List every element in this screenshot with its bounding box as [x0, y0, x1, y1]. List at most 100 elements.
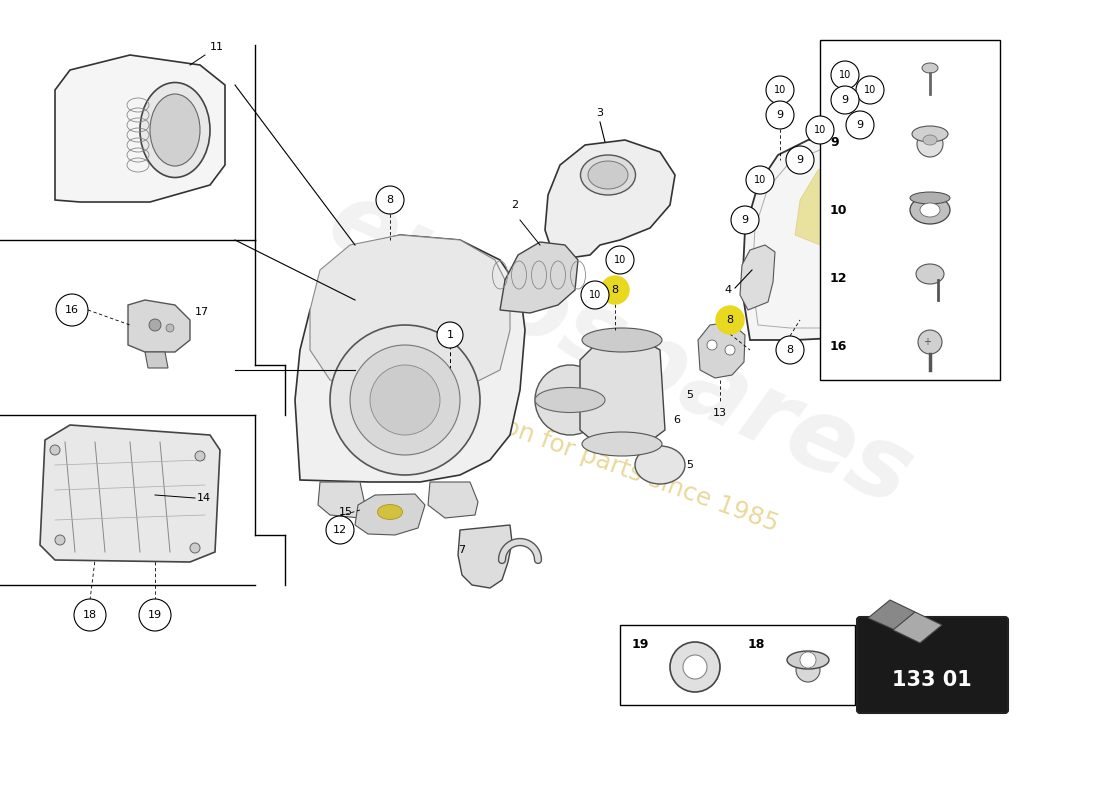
Text: 19: 19	[632, 638, 649, 651]
Polygon shape	[868, 600, 915, 630]
Circle shape	[830, 61, 859, 89]
Text: 9: 9	[777, 110, 783, 120]
Polygon shape	[310, 235, 510, 390]
Text: 5: 5	[686, 460, 693, 470]
Text: 18: 18	[748, 638, 766, 651]
Text: 4: 4	[725, 285, 732, 295]
Circle shape	[766, 101, 794, 129]
Text: 10: 10	[830, 203, 847, 217]
Circle shape	[195, 451, 205, 461]
Circle shape	[746, 166, 774, 194]
Circle shape	[330, 325, 480, 475]
Text: 8: 8	[386, 195, 394, 205]
Text: 10: 10	[814, 125, 826, 135]
Text: 19: 19	[147, 610, 162, 620]
Ellipse shape	[635, 446, 685, 484]
Circle shape	[55, 535, 65, 545]
Ellipse shape	[796, 658, 820, 682]
Text: 10: 10	[839, 70, 851, 80]
Circle shape	[148, 319, 161, 331]
Circle shape	[918, 330, 942, 354]
Text: 133 01: 133 01	[892, 670, 972, 690]
Circle shape	[350, 345, 460, 455]
Ellipse shape	[923, 135, 937, 145]
Text: 2: 2	[512, 200, 518, 210]
Polygon shape	[428, 482, 478, 518]
FancyBboxPatch shape	[620, 625, 855, 705]
Ellipse shape	[922, 63, 938, 73]
Ellipse shape	[582, 432, 662, 456]
Polygon shape	[145, 352, 168, 368]
Text: eurospares: eurospares	[312, 172, 927, 528]
Circle shape	[601, 276, 629, 304]
Circle shape	[670, 642, 720, 692]
Polygon shape	[295, 235, 525, 482]
Text: 14: 14	[197, 493, 211, 503]
Text: +: +	[923, 337, 931, 347]
Text: 17: 17	[195, 307, 209, 317]
Polygon shape	[795, 155, 910, 248]
Polygon shape	[318, 482, 365, 518]
Text: 9: 9	[842, 95, 848, 105]
Text: 8: 8	[726, 315, 734, 325]
Circle shape	[707, 340, 717, 350]
Text: 3: 3	[596, 108, 604, 118]
Ellipse shape	[535, 387, 605, 413]
Text: 8: 8	[786, 345, 793, 355]
Text: 8: 8	[830, 67, 838, 81]
Circle shape	[732, 206, 759, 234]
FancyBboxPatch shape	[857, 617, 1008, 713]
Text: 5: 5	[686, 390, 693, 400]
Circle shape	[74, 599, 106, 631]
Circle shape	[437, 322, 463, 348]
Circle shape	[800, 652, 816, 668]
Ellipse shape	[140, 82, 210, 178]
Text: 10: 10	[774, 85, 786, 95]
Polygon shape	[500, 242, 578, 313]
Polygon shape	[128, 300, 190, 352]
Text: 16: 16	[830, 339, 847, 353]
Circle shape	[856, 76, 884, 104]
Circle shape	[376, 186, 404, 214]
Ellipse shape	[910, 196, 950, 224]
Circle shape	[846, 111, 874, 139]
FancyBboxPatch shape	[820, 40, 1000, 380]
Circle shape	[326, 516, 354, 544]
Circle shape	[806, 116, 834, 144]
Circle shape	[370, 365, 440, 435]
Circle shape	[56, 294, 88, 326]
Circle shape	[776, 336, 804, 364]
Text: 10: 10	[864, 85, 876, 95]
Ellipse shape	[916, 264, 944, 284]
Ellipse shape	[377, 505, 403, 519]
Text: 16: 16	[65, 305, 79, 315]
Text: 10: 10	[588, 290, 601, 300]
Text: 9: 9	[857, 120, 864, 130]
Circle shape	[50, 445, 60, 455]
Text: 18: 18	[82, 610, 97, 620]
Ellipse shape	[150, 94, 200, 166]
Polygon shape	[740, 245, 776, 310]
Polygon shape	[458, 525, 512, 588]
Polygon shape	[893, 612, 942, 643]
Circle shape	[830, 86, 859, 114]
Text: 15: 15	[339, 507, 353, 517]
Text: 9: 9	[741, 215, 749, 225]
Circle shape	[716, 306, 744, 334]
Ellipse shape	[917, 131, 943, 157]
Ellipse shape	[581, 155, 636, 195]
Text: 1: 1	[447, 330, 453, 340]
Text: 11: 11	[210, 42, 224, 52]
Circle shape	[786, 146, 814, 174]
Text: 9: 9	[796, 155, 804, 165]
Text: a passion for parts since 1985: a passion for parts since 1985	[418, 384, 782, 536]
Circle shape	[190, 543, 200, 553]
Circle shape	[535, 365, 605, 435]
Circle shape	[766, 76, 794, 104]
Circle shape	[139, 599, 170, 631]
Text: 12: 12	[830, 271, 847, 285]
Ellipse shape	[920, 203, 940, 217]
Text: 9: 9	[830, 135, 838, 149]
Polygon shape	[544, 140, 675, 260]
Polygon shape	[55, 55, 225, 202]
